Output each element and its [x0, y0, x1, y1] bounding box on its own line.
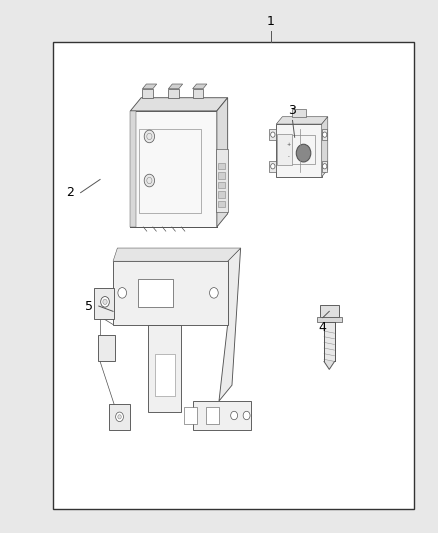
Circle shape	[231, 411, 237, 419]
Bar	[109, 403, 131, 430]
Bar	[218, 201, 225, 207]
Circle shape	[101, 296, 110, 307]
Circle shape	[243, 411, 250, 419]
Bar	[113, 261, 228, 325]
Bar	[184, 407, 197, 424]
Circle shape	[144, 130, 155, 143]
Bar	[269, 161, 276, 172]
Polygon shape	[142, 84, 157, 89]
Bar	[218, 182, 225, 188]
Bar	[155, 353, 175, 395]
Text: 2: 2	[66, 186, 74, 199]
Bar	[283, 135, 315, 164]
Text: -: -	[288, 154, 290, 159]
Text: +: +	[287, 142, 291, 147]
Bar	[142, 89, 153, 98]
Bar	[218, 191, 225, 198]
Polygon shape	[321, 117, 328, 177]
Circle shape	[209, 288, 218, 298]
Polygon shape	[324, 361, 335, 369]
Polygon shape	[168, 84, 183, 89]
Circle shape	[296, 144, 311, 162]
Polygon shape	[219, 248, 240, 401]
Bar	[324, 322, 335, 361]
Circle shape	[271, 164, 275, 169]
Bar	[206, 407, 219, 424]
Bar	[148, 325, 181, 411]
Bar	[218, 163, 225, 169]
Bar	[168, 89, 179, 98]
Circle shape	[116, 412, 124, 422]
Polygon shape	[113, 248, 240, 261]
Ellipse shape	[200, 402, 241, 429]
Bar	[218, 172, 225, 179]
Bar	[53, 42, 413, 509]
Circle shape	[271, 132, 275, 138]
Text: 1: 1	[267, 15, 275, 28]
Bar	[321, 161, 327, 172]
Circle shape	[118, 415, 121, 419]
Circle shape	[118, 288, 127, 298]
Bar	[98, 335, 115, 361]
Bar	[131, 111, 217, 227]
Bar	[292, 109, 306, 117]
Bar	[277, 134, 292, 165]
Bar	[269, 130, 276, 140]
Text: 4: 4	[319, 321, 327, 334]
Circle shape	[322, 164, 327, 169]
Bar	[216, 149, 228, 213]
Bar	[320, 305, 339, 317]
Bar	[138, 279, 173, 307]
Bar	[139, 130, 201, 213]
Bar	[193, 89, 203, 98]
Polygon shape	[193, 84, 207, 89]
Bar	[94, 288, 114, 319]
Bar	[276, 124, 321, 177]
Circle shape	[144, 174, 155, 187]
Polygon shape	[131, 98, 228, 111]
Bar	[321, 130, 327, 140]
Circle shape	[322, 132, 327, 138]
Polygon shape	[276, 117, 328, 124]
Text: 5: 5	[85, 300, 93, 312]
Circle shape	[103, 299, 107, 304]
Polygon shape	[217, 98, 228, 227]
Text: 3: 3	[289, 104, 297, 117]
Bar	[131, 111, 136, 227]
Bar	[193, 401, 251, 430]
Bar	[317, 317, 342, 322]
